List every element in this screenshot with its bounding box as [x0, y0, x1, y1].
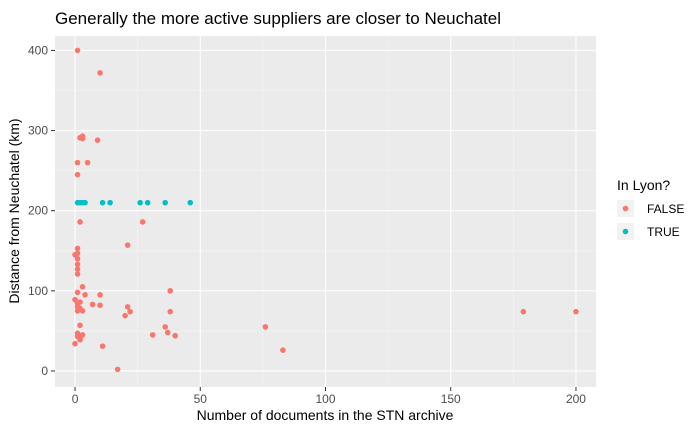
data-point-false	[74, 255, 81, 262]
data-point-false	[72, 296, 78, 303]
data-point-false	[82, 292, 88, 298]
y-axis-title: Distance from Neuchatel (km)	[6, 118, 22, 303]
data-point-false	[79, 332, 86, 338]
data-point-false	[97, 70, 103, 76]
legend-label-true: TRUE	[647, 225, 680, 239]
data-point-false	[74, 289, 81, 296]
data-point-false	[122, 312, 128, 319]
data-point-false	[74, 245, 81, 252]
chart-title: Generally the more active suppliers are …	[55, 9, 501, 28]
data-point-false	[167, 308, 174, 315]
data-point-false	[172, 332, 179, 339]
data-point-false	[573, 308, 579, 315]
major-gridlines	[55, 36, 596, 387]
data-point-false	[77, 336, 83, 343]
data-point-false	[79, 284, 86, 290]
data-points	[72, 47, 579, 373]
data-point-false	[74, 47, 81, 54]
y-tick-label: 0	[41, 364, 48, 378]
data-point-false	[139, 219, 146, 225]
legend: In Lyon? FALSE TRUE	[617, 177, 684, 240]
data-point-false	[520, 308, 527, 315]
data-point-false	[72, 251, 78, 258]
y-tick-label: 300	[28, 124, 48, 138]
x-tick-label: 50	[194, 392, 208, 406]
data-point-false	[74, 261, 81, 268]
x-tick-label: 0	[72, 392, 79, 406]
x-tick-label: 100	[315, 392, 335, 406]
data-point-false	[79, 308, 86, 314]
x-axis-title: Number of documents in the STN archive	[197, 407, 454, 423]
data-point-false	[97, 292, 103, 298]
data-point-true	[137, 199, 143, 206]
legend-title: In Lyon?	[617, 177, 670, 193]
legend-label-false: FALSE	[647, 202, 684, 216]
data-point-false	[114, 366, 121, 373]
data-point-false	[84, 159, 91, 166]
x-tick-label: 150	[441, 392, 461, 406]
data-point-false	[77, 219, 83, 225]
y-axis-ticks: 0 100 200 300 400	[28, 43, 55, 378]
data-point-false	[167, 288, 174, 294]
y-tick-label: 200	[28, 204, 48, 218]
data-point-false	[164, 329, 171, 336]
data-point-false	[97, 302, 103, 309]
y-tick-label: 100	[28, 284, 48, 298]
data-point-false	[74, 271, 81, 277]
data-point-false	[94, 137, 101, 143]
data-point-false	[280, 347, 286, 353]
data-point-false	[77, 322, 83, 329]
data-point-false	[127, 308, 133, 315]
data-point-true	[162, 199, 169, 206]
data-point-true	[107, 199, 113, 206]
data-point-false	[124, 304, 131, 310]
legend-swatch-false	[622, 205, 629, 212]
data-point-false	[124, 242, 131, 248]
x-axis-ticks: 0 50 100 150 200	[72, 387, 586, 406]
x-tick-label: 200	[566, 392, 586, 406]
data-point-false	[262, 324, 269, 330]
data-point-true	[82, 199, 88, 206]
data-point-false	[74, 171, 81, 178]
y-tick-label: 400	[28, 43, 48, 57]
data-point-false	[74, 266, 81, 272]
data-point-false	[99, 343, 106, 349]
data-point-false	[79, 135, 86, 142]
data-point-true	[99, 199, 106, 206]
data-point-false	[162, 324, 169, 330]
legend-swatch-true	[622, 228, 629, 235]
data-point-true	[187, 199, 194, 206]
data-point-false	[74, 159, 81, 166]
data-point-false	[149, 332, 156, 338]
data-point-false	[89, 301, 96, 308]
data-point-true	[144, 199, 151, 206]
data-point-false	[72, 340, 78, 347]
